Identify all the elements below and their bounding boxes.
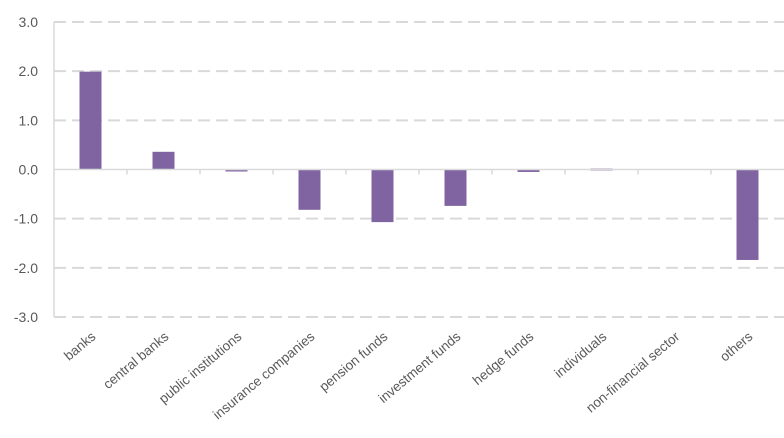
- x-tick-label: central banks: [100, 329, 171, 392]
- bar-hedge-funds: [517, 169, 540, 172]
- gridlines: [54, 21, 784, 318]
- bar-investment-funds: [444, 169, 467, 206]
- x-tick-label: others: [717, 329, 756, 365]
- y-tick-label: -2.0: [14, 260, 38, 276]
- x-tick-label: individuals: [551, 329, 609, 381]
- y-tick-label: -3.0: [14, 309, 38, 325]
- y-tick-label: 0.0: [19, 162, 39, 178]
- y-axis-ticks: 3.0 2.0 1.0 0.0 -1.0 -2.0 -3.0: [14, 14, 38, 325]
- y-tick-label: 1.0: [19, 112, 39, 128]
- x-tick-label: pension funds: [316, 329, 390, 395]
- x-tick-label: banks: [61, 329, 98, 364]
- y-tick-label: 2.0: [19, 63, 39, 79]
- y-tick-label: 3.0: [19, 14, 39, 30]
- x-tick-label: hedge funds: [470, 329, 537, 388]
- bars: [79, 71, 759, 260]
- bar-banks: [79, 71, 102, 170]
- y-tick-label: -1.0: [14, 211, 38, 227]
- x-axis: [53, 22, 784, 317]
- bar-central-banks: [152, 151, 175, 170]
- bar-pension-funds: [371, 169, 394, 223]
- bar-others: [736, 169, 759, 260]
- bar-insurance-companies: [298, 169, 321, 210]
- bar-public-institutions: [225, 169, 248, 172]
